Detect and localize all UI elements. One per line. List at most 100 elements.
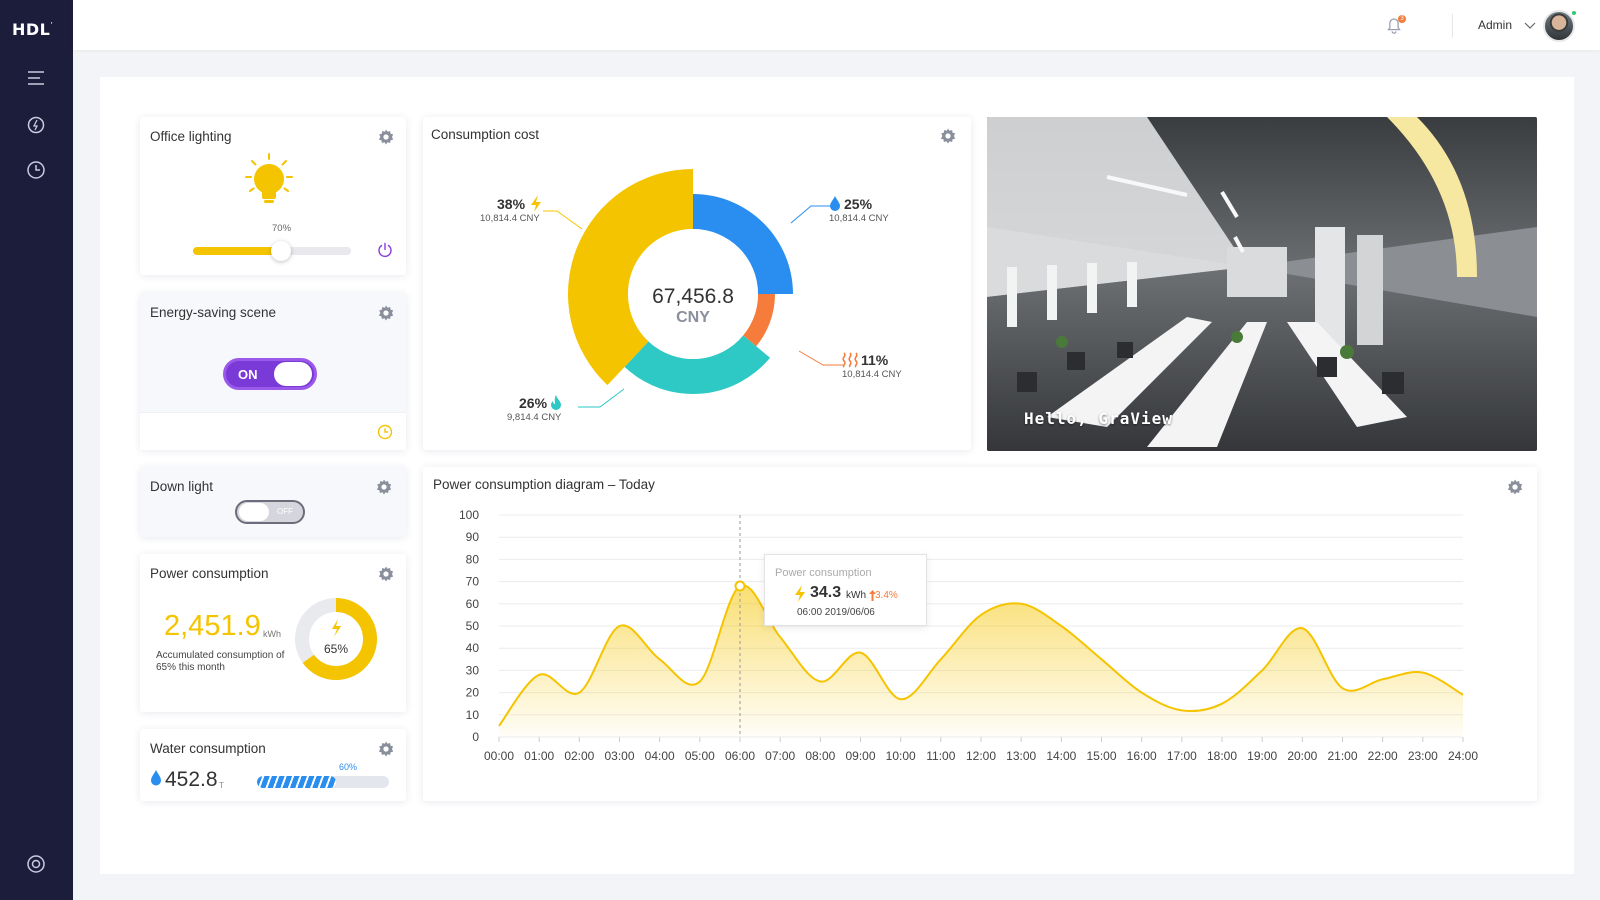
water-value: 452.8 [165,768,218,791]
x-tick-label: 00:00 [484,749,514,763]
energy-saving-scene-card: Energy-saving scene ON [140,293,406,450]
tooltip-unit: kWh [846,590,866,601]
x-tick-label: 01:00 [524,749,554,763]
timer-icon[interactable] [376,423,394,441]
gear-icon[interactable] [939,127,957,145]
x-tick-label: 24:00 [1448,749,1478,763]
office-illustration [987,117,1537,451]
water-unit: T [219,781,224,790]
segment-pct-water: 25% [844,196,873,212]
power-icon[interactable] [376,241,394,259]
bolt-icon [531,195,541,212]
chevron-down-icon[interactable] [1523,18,1537,32]
bell-icon[interactable] [1383,14,1405,36]
card-title: Water consumption [150,741,266,756]
y-tick-label: 100 [459,508,479,522]
x-tick-label: 18:00 [1207,749,1237,763]
power-consumption-card: Power consumption 2,451.9 kWh Accumulate… [140,554,406,712]
y-tick-label: 90 [466,530,480,544]
segment-pct-gas: 26% [519,395,548,411]
donut-hole [628,229,758,359]
toggle-label: OFF [277,507,293,516]
toggle-label: ON [238,367,258,382]
area-fill [499,585,1463,737]
avatar[interactable] [1543,10,1575,42]
consumption-cost-card: Consumption cost 67,456.8 CNY 38% 10,814… [423,117,971,450]
bolt-icon [332,619,341,637]
y-tick-label: 10 [466,708,480,722]
donut-slice-gas [624,335,771,394]
power-value: 2,451.9 [164,610,261,642]
donut-slice-water [693,194,793,294]
x-tick-label: 11:00 [926,749,955,763]
y-tick-label: 30 [466,663,480,677]
cost-unit: CNY [676,309,710,326]
x-tick-label: 14:00 [1046,749,1076,763]
x-tick-label: 05:00 [685,749,715,763]
gear-icon[interactable] [377,740,395,758]
x-tick-label: 09:00 [845,749,875,763]
segment-amount-heating: 10,814.4 CNY [842,369,902,380]
energy-scene-toggle[interactable]: ON [223,358,317,390]
y-tick-label: 40 [466,641,480,655]
x-tick-label: 08:00 [805,749,835,763]
tooltip-title: Power consumption [775,567,872,579]
donut-slice-heating [743,294,775,347]
slider-knob[interactable] [271,241,292,261]
lightbulb-icon [245,153,293,203]
office-lighting-card: Office lighting 70% [140,117,406,275]
chart-title: Power consumption diagram – Today [433,477,655,492]
gear-icon[interactable] [1506,478,1524,496]
card-title: Office lighting [150,129,232,144]
hover-point [734,580,746,592]
x-tick-label: 15:00 [1086,749,1116,763]
photo-caption: Hello, GraView [1024,409,1173,428]
x-tick-label: 21:00 [1327,749,1357,763]
power-unit: kWh [263,629,281,639]
water-progress-fill [257,776,337,788]
gear-icon[interactable] [377,304,395,322]
menu-icon[interactable] [24,66,48,90]
power-ring [295,598,377,680]
water-progress-bar [257,776,389,788]
power-ring-label: 65% [323,642,349,656]
series-line [498,584,1464,727]
lighting-slider[interactable] [193,241,351,261]
y-tick-label: 80 [466,552,480,566]
segment-amount-water: 10,814.4 CNY [829,213,889,224]
heating-icon [842,352,858,368]
x-tick-label: 07:00 [765,749,795,763]
flame-icon [551,395,561,410]
clock-icon[interactable] [24,158,48,182]
online-status-dot [1571,10,1577,16]
x-tick-label: 20:00 [1287,749,1317,763]
segment-pct-heating: 11% [861,352,889,368]
down-light-card: Down light OFF [140,467,406,537]
energy-icon[interactable] [24,113,48,137]
chart-tooltip: Power consumption 34.3 kWh 3.4% 06:00 20… [764,554,927,626]
x-tick-label: 06:00 [725,749,755,763]
card-footer [140,412,406,450]
down-light-toggle[interactable]: OFF [235,500,305,524]
y-tick-label: 50 [466,619,480,633]
water-percent: 60% [339,762,358,772]
gear-icon[interactable] [375,478,393,496]
lighting-level-label: 70% [272,223,292,234]
gear-icon[interactable] [377,128,395,146]
user-name[interactable]: Admin [1478,18,1513,32]
water-drop-icon [830,196,840,211]
y-tick-label: 60 [466,597,480,611]
cost-total: 67,456.8 [652,285,734,308]
water-drop-icon [151,770,161,786]
bolt-icon [795,585,805,602]
settings-circle-icon[interactable] [24,852,48,876]
segment-pct-electricity: 38% [497,196,526,212]
power-area-chart: 0 10 20 30 40 50 60 70 80 90 100 00:00 01:00 02:00 03:… [459,508,1478,763]
slider-fill [193,247,282,255]
sidebar: HDL· [0,0,73,900]
segment-amount-gas: 9,814.4 CNY [507,412,562,423]
water-consumption-card: Water consumption 452.8 T 60% [140,729,406,801]
segment-amount-electricity: 10,814.4 CNY [480,213,540,224]
header-divider [1452,14,1453,38]
gear-icon[interactable] [377,565,395,583]
